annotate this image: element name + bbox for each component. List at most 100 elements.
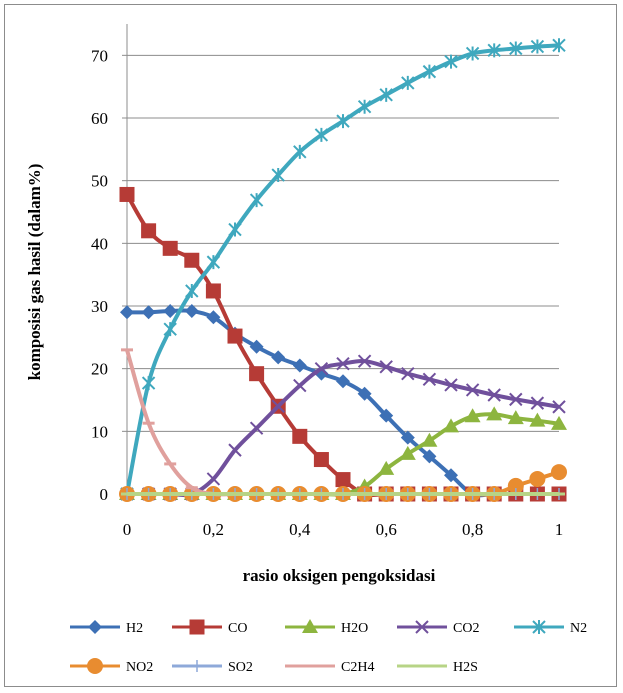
data-point-n2 [465,46,480,61]
data-point-n2 [422,64,437,79]
legend-label: NO2 [126,660,153,675]
legend-item-n2: N2 [514,620,587,636]
legend-item-h2: H2 [70,620,143,636]
series-co [119,186,567,502]
data-point-n2 [509,41,523,56]
legend-label: N2 [570,621,587,636]
data-point-co2 [249,421,264,435]
data-point-n2 [336,114,350,129]
legend-marker [302,619,318,633]
data-point-h2o [378,460,395,475]
data-point-co2 [314,361,329,376]
data-point-co [119,186,135,202]
data-point-co2 [422,372,437,387]
data-point-co2 [271,399,285,413]
data-point-co2 [379,360,393,374]
x-tick-label: 0,4 [289,520,311,539]
data-point-n2 [271,168,285,183]
data-point-co2 [509,392,523,407]
data-point-h2 [379,408,394,423]
x-tick-label: 1 [555,520,564,539]
y-axis-title: komposisi gas hasil (dalam%) [25,164,44,381]
data-point-co [162,240,178,256]
data-point-n2 [163,322,177,337]
y-tick-label: 0 [100,485,109,504]
legend-marker [191,660,203,672]
data-point-h2 [357,386,372,401]
data-point-n2 [530,39,545,54]
legend-marker [189,619,205,635]
data-point-h2 [444,468,458,483]
data-point-no2 [507,477,524,494]
y-tick-labels: 0 10 20 30 40 50 60 70 [91,46,108,504]
data-point-co2 [206,472,221,486]
series-h2 [120,304,566,501]
legend-label: H2O [341,621,368,636]
data-point-co2 [444,378,458,392]
legend-label: CO2 [453,621,479,636]
series-line-n2 [125,43,560,495]
series-line-co [125,193,559,498]
y-tick-label: 10 [91,422,108,441]
data-point-n2 [293,144,307,159]
data-point-co2 [228,443,242,457]
series-line-h2 [126,308,559,498]
data-point-h2o [399,445,416,460]
data-point-h2 [336,374,350,389]
legend-item-c2h4: C2H4 [285,660,374,675]
data-point-n2 [249,193,264,208]
data-point-co [249,366,265,382]
data-point-co [184,252,200,268]
legend-marker [88,620,102,634]
data-point-n2 [185,283,199,298]
data-point-co2 [530,396,545,410]
data-point-n2 [401,75,415,90]
data-point-h2o [529,412,546,427]
data-point-h2 [271,350,286,365]
x-tick-label: 0 [123,520,132,539]
y-tick-label: 30 [91,297,108,316]
legend-label: H2 [126,621,143,636]
legend-label: H2S [453,660,478,675]
data-point-h2 [120,305,134,320]
data-point-n2 [357,99,372,114]
data-point-co2 [336,356,350,371]
legend-item-co: CO [172,619,247,636]
legend-item-h2o: H2O [285,619,368,636]
data-point-n2 [444,54,458,69]
data-point-n2 [379,87,393,102]
data-point-no2 [551,464,567,481]
legend-marker [415,620,429,634]
data-point-co2 [552,400,566,414]
data-point-h2 [206,310,221,325]
data-point-co [313,452,329,468]
data-point-co2 [465,383,480,397]
data-point-co2 [401,366,415,381]
legend-label: CO [228,621,247,636]
data-point-h2 [141,305,156,320]
data-point-h2 [422,449,437,464]
series-layer [119,38,567,502]
x-tick-label: 0,2 [203,520,224,539]
legend-item-no2: NO2 [70,658,153,675]
y-tick-label: 60 [91,109,108,128]
data-point-n2 [314,127,329,142]
x-tick-label: 0,8 [462,520,483,539]
data-point-co2 [293,378,307,393]
data-point-h2 [400,430,415,445]
data-point-h2 [292,358,307,373]
data-point-h2o [464,408,481,423]
data-point-co2 [357,354,372,368]
y-tick-label: 20 [91,360,108,379]
data-point-h2 [249,339,264,354]
x-tick-label: 0,6 [376,520,397,539]
legend-item-so2: SO2 [172,660,253,675]
data-point-h2o [551,415,567,430]
data-point-n2 [141,376,156,391]
legend-label: SO2 [228,660,253,675]
legend-item-co2: CO2 [397,620,479,636]
data-point-n2 [487,43,501,58]
data-point-co [227,328,243,344]
data-point-n2 [206,255,221,270]
